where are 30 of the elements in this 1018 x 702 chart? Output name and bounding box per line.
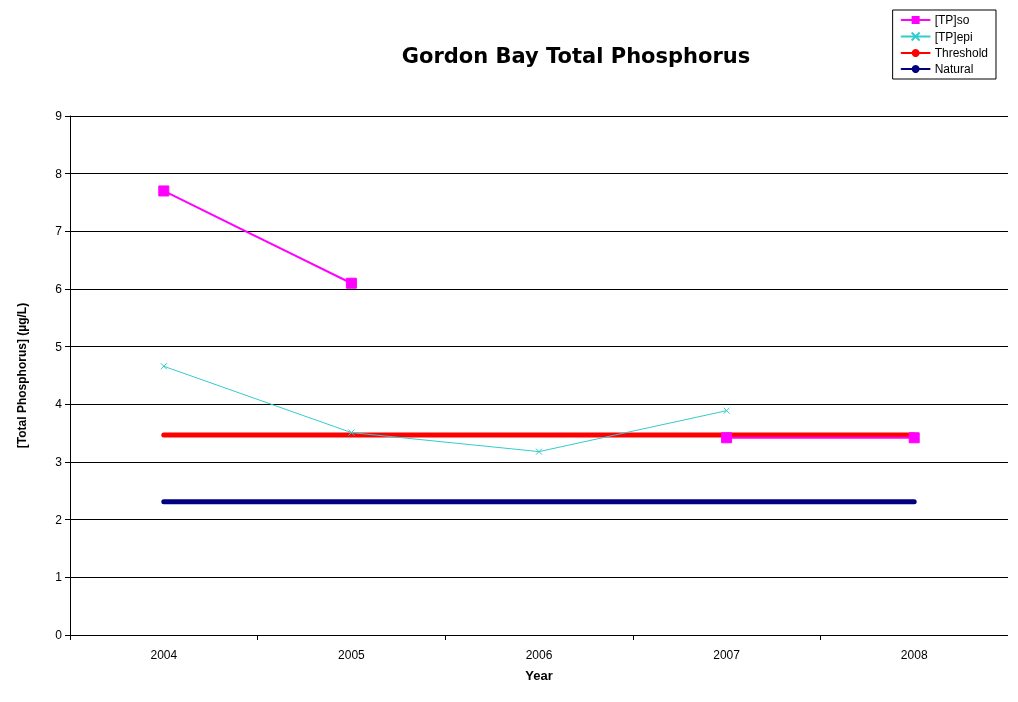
y-tick-label: 1 <box>55 570 63 585</box>
legend-label: Natural <box>934 62 974 76</box>
point <box>158 185 170 197</box>
y-tick-label: 2 <box>55 512 63 527</box>
y-tick-label: 8 <box>55 166 63 181</box>
x-tick-label: 2006 <box>525 648 553 662</box>
y-tick-label: 9 <box>55 109 63 123</box>
chart-title: Gordon Bay Total Phosphorus <box>401 43 751 68</box>
point <box>345 277 357 289</box>
x-tick-label: 2005 <box>338 648 366 662</box>
x-tick-label: 2004 <box>150 648 178 662</box>
legend-label: [TP]epi <box>934 29 973 44</box>
x-tick-label: 2007 <box>713 648 741 662</box>
point <box>723 407 731 415</box>
y-tick-label: 4 <box>55 397 63 412</box>
y-tick-label: 3 <box>55 455 63 469</box>
point <box>721 432 733 444</box>
x-tick-label: 2008 <box>900 648 928 662</box>
legend-label: [TP]so <box>934 13 970 27</box>
point <box>908 432 920 444</box>
y-tick-label: 6 <box>55 282 63 296</box>
y-tick-label: 7 <box>55 224 63 239</box>
legend-label: Threshold <box>934 46 989 60</box>
point <box>160 362 168 370</box>
y-axis-title: [Total Phosphorus] (µg/L) <box>15 302 29 449</box>
x-axis-title: Year <box>525 668 553 683</box>
y-tick-label: 5 <box>55 339 63 354</box>
point <box>535 448 543 456</box>
y-tick-label: 0 <box>55 628 63 642</box>
point <box>347 429 355 437</box>
